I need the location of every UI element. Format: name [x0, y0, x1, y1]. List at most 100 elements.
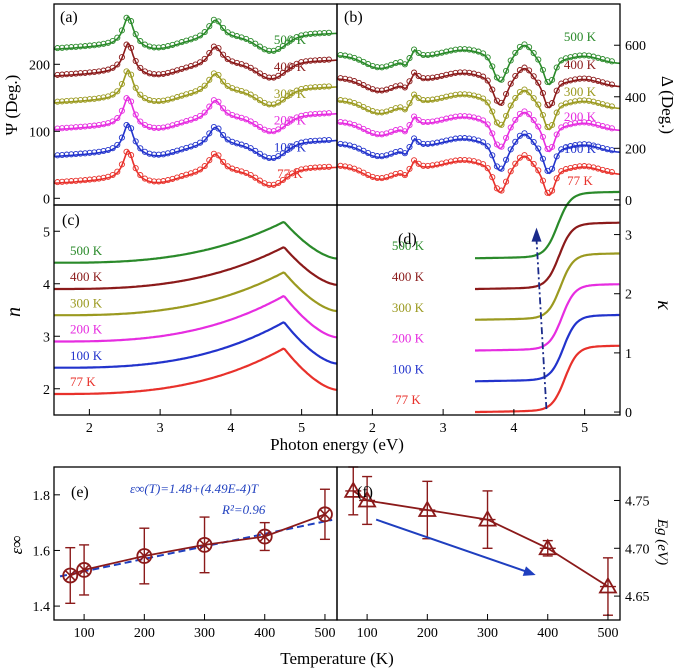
panel-a-point	[91, 42, 98, 49]
panel-b-point	[337, 118, 344, 126]
panel-a-point	[312, 30, 319, 37]
panel-b-point	[503, 112, 510, 119]
panel-a-point	[279, 123, 286, 130]
panel-a-point	[128, 98, 135, 105]
panel-b-point	[480, 73, 487, 80]
panel-a-point	[252, 147, 259, 154]
panel-a-point	[77, 70, 84, 77]
panel-b-point	[576, 163, 583, 170]
panel-b-point	[553, 87, 560, 94]
panel-a-point	[247, 145, 254, 152]
panel-a-point	[72, 177, 79, 184]
panel-b-point	[581, 75, 588, 82]
panel-b-point	[401, 84, 408, 91]
panel-a-point	[72, 43, 79, 50]
temperature-xlabel: Temperature (K)	[280, 649, 394, 668]
panel-a-point	[132, 138, 139, 145]
panel-a-point	[68, 124, 75, 131]
panel-e-marker-1	[76, 562, 93, 578]
c-xtick-label-2: 4	[227, 421, 234, 436]
fit-r-squared: R²=0.96	[221, 502, 266, 517]
panel-b-point	[581, 119, 588, 126]
panel-a-point	[95, 148, 102, 155]
panel-a-point	[95, 121, 102, 129]
panel-a-point	[128, 44, 135, 51]
panel-b-point	[530, 117, 537, 124]
c-xtick-label-0: 2	[86, 421, 93, 436]
panel-b-point	[411, 46, 418, 53]
panel-f-arrow-shaft	[375, 518, 529, 574]
panel-b-point	[337, 97, 344, 104]
panel-b-point	[535, 167, 542, 174]
panel-a-point	[114, 88, 121, 95]
panel-b-point	[457, 135, 464, 142]
panel-a-point	[68, 151, 75, 158]
panel-b-point	[401, 61, 408, 68]
panel-a-point	[82, 123, 89, 130]
panel-a-point	[109, 91, 116, 98]
e-xtick-label-4: 500	[314, 626, 335, 641]
panel-b-point	[535, 56, 542, 63]
panel-b-point	[342, 163, 349, 170]
panel-d-arrow-head	[531, 227, 542, 242]
panel-a-point	[206, 49, 213, 57]
panel-a-point	[77, 123, 84, 130]
panel-a-point	[82, 150, 89, 157]
panel-b-point	[374, 131, 381, 138]
panel-a-point	[91, 122, 98, 129]
panel-a-point	[123, 68, 130, 75]
panel-b-point	[526, 44, 533, 51]
panel-d-curve-1	[475, 313, 620, 383]
panel-b-point	[553, 109, 560, 116]
panel-b-point	[424, 118, 431, 126]
panel-a-point	[54, 98, 61, 105]
panel-a-point	[68, 97, 75, 104]
panel-b-point	[374, 174, 381, 182]
a-ytick-label-0: 0	[43, 192, 50, 207]
panel-b-point	[461, 156, 468, 164]
e-xtick-label-1: 200	[134, 626, 155, 641]
panel-b-point	[378, 153, 385, 160]
panel-a-point	[128, 125, 135, 132]
panel-b-label: (b)	[344, 9, 363, 26]
panel-b-point	[572, 53, 579, 60]
panel-a-point	[91, 149, 98, 156]
panel-a-point	[146, 150, 153, 157]
panel-a-point	[155, 71, 162, 78]
panel-d-curve-2	[475, 283, 620, 352]
panel-b-point	[608, 169, 615, 176]
panel-a-point	[95, 68, 102, 75]
panel-b-point	[392, 127, 399, 134]
panel-b-point	[452, 135, 459, 142]
panel-a-point	[266, 181, 273, 188]
panel-f-marker-3	[477, 509, 498, 527]
panel-a-point	[137, 145, 144, 152]
panel-b-point	[498, 143, 505, 150]
b-ytick-label-2: 400	[625, 91, 646, 106]
panel-a-point	[312, 84, 319, 91]
panel-a-point	[123, 14, 130, 21]
panel-b-point	[466, 46, 473, 53]
panel-b-series-label-0: 77 K	[567, 173, 593, 188]
panel-a-point	[151, 71, 158, 78]
panel-b-point	[429, 74, 436, 81]
panel-a-point	[118, 27, 125, 34]
panel-e-marker-2	[136, 548, 153, 564]
panel-a-point	[316, 57, 323, 64]
panel-b-point	[411, 135, 418, 142]
panel-a-point	[220, 24, 227, 31]
panel-a: 77 K 100 K 200 K 300 K 400 K 500 K (a) Ψ (Deg…	[2, 3, 338, 207]
panel-a-point	[63, 151, 70, 158]
panel-f-marks	[343, 466, 618, 616]
panel-f-marker-0	[343, 481, 363, 498]
panel-a-point	[312, 137, 319, 144]
panel-b-point	[457, 46, 464, 53]
panel-b-point	[452, 91, 459, 98]
panel-b-point	[461, 69, 468, 76]
panel-d-label: (d)	[398, 231, 417, 248]
panel-c-curve-5	[53, 221, 338, 264]
panel-a-point	[256, 70, 263, 77]
fit-equation: ε∞(T)=1.48+(4.49E-4)T	[130, 481, 259, 496]
panel-b-point	[512, 49, 519, 56]
panel-c-curve-1	[53, 321, 338, 369]
